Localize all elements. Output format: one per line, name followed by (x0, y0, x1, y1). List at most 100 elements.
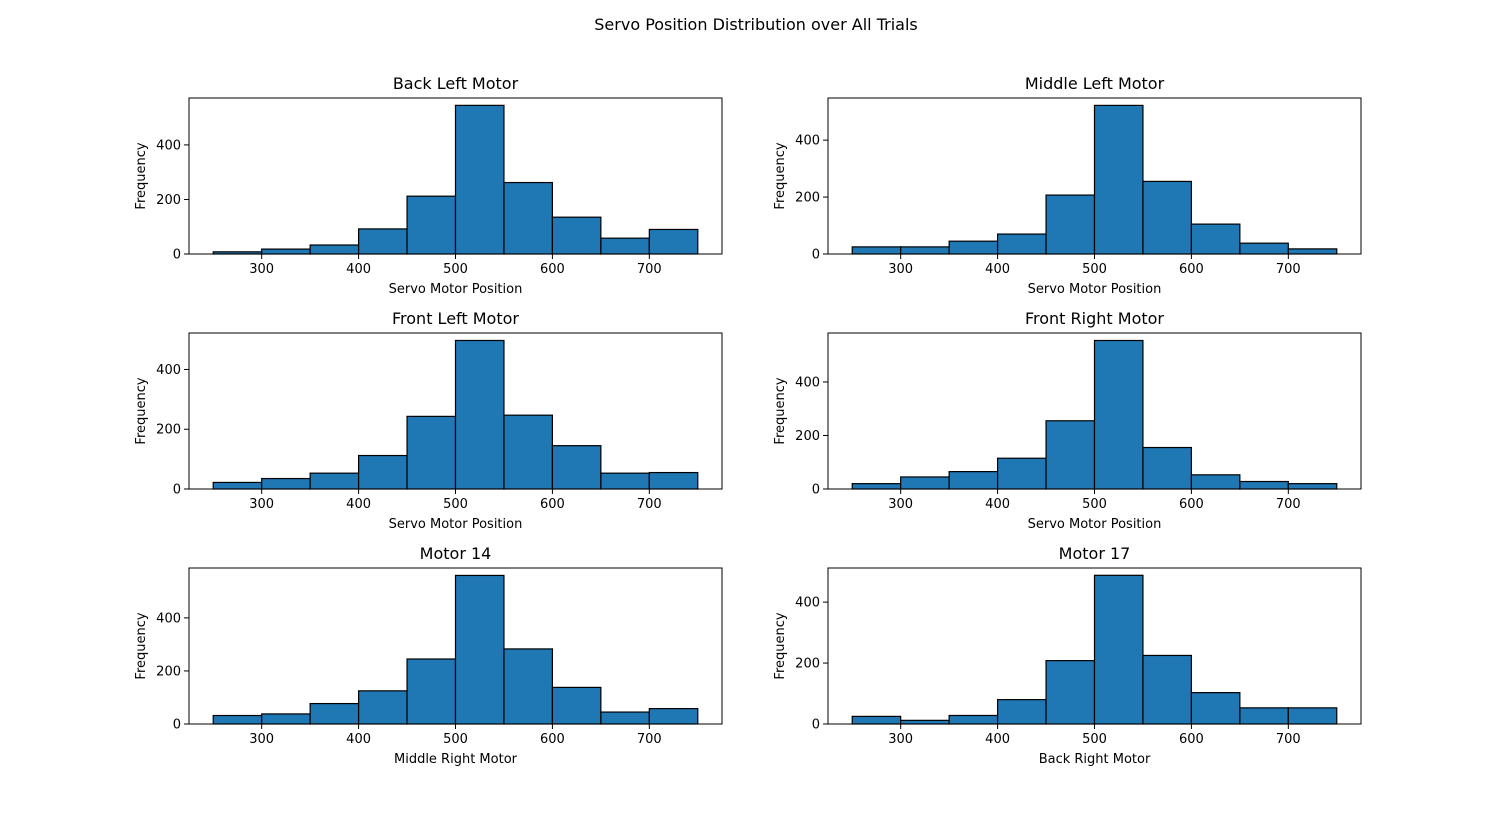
histogram-bar (851, 483, 902, 490)
x-axis-label: Servo Motor Position (389, 517, 523, 532)
x-tick-label: 400 (985, 497, 1010, 512)
histogram-bar (900, 246, 950, 255)
x-tick-label: 600 (1179, 262, 1204, 277)
histogram-bar (1045, 194, 1096, 255)
histogram-bar (648, 228, 699, 255)
subplot-title: Motor 14 (420, 544, 492, 563)
histogram-panel: 300 400 500 600 700 0 200 400 Motor 17 Back Right… (773, 544, 1362, 767)
histogram-bar (948, 471, 999, 490)
y-tick-label: 400 (795, 134, 820, 149)
histogram-bar (261, 477, 311, 490)
histogram-bar (1190, 692, 1241, 725)
histogram-bar (996, 233, 1047, 255)
histogram-bar (551, 686, 602, 725)
histogram-bar (1287, 707, 1338, 725)
y-tick-label: 400 (156, 611, 181, 626)
histogram-bar (406, 415, 457, 490)
x-tick-label: 400 (985, 732, 1010, 747)
histogram-bar (948, 240, 999, 255)
y-tick-label: 200 (795, 191, 820, 206)
histogram-bar (1190, 474, 1241, 490)
histogram-bar (648, 471, 699, 490)
histogram-bar (309, 702, 360, 725)
x-tick-label: 300 (888, 497, 913, 512)
histogram-bar (454, 339, 505, 490)
y-tick-label: 0 (173, 718, 181, 733)
y-tick-label: 200 (156, 193, 181, 208)
y-tick-label: 0 (812, 248, 820, 263)
x-tick-label: 600 (540, 262, 565, 277)
x-tick-label: 400 (985, 262, 1010, 277)
histogram-bar (212, 481, 263, 490)
subplot-title: Motor 17 (1059, 544, 1131, 563)
x-tick-label: 300 (888, 262, 913, 277)
histogram-bar (212, 714, 263, 725)
y-tick-label: 0 (812, 483, 820, 498)
x-tick-label: 300 (249, 497, 274, 512)
histogram-bar (454, 104, 505, 255)
histogram-bar (1045, 420, 1096, 490)
histogram-bar (357, 690, 408, 725)
y-tick-label: 0 (173, 483, 181, 498)
histogram-bar (900, 476, 950, 490)
histogram-bar (1142, 446, 1192, 490)
histogram-bar (1142, 180, 1192, 255)
x-axis-label: Servo Motor Position (1028, 282, 1162, 297)
subplot-title: Back Left Motor (393, 74, 519, 93)
histogram-bar (1239, 480, 1289, 490)
x-tick-label: 400 (346, 497, 371, 512)
x-tick-label: 500 (443, 262, 468, 277)
histogram-bar (600, 711, 650, 725)
histogram-bar (1190, 223, 1241, 255)
x-tick-label: 600 (1179, 497, 1204, 512)
y-axis-label: Frequency (134, 142, 149, 209)
x-tick-label: 500 (1082, 732, 1107, 747)
histogram-bar (503, 181, 554, 255)
y-tick-label: 200 (156, 423, 181, 438)
x-tick-label: 500 (1082, 497, 1107, 512)
histogram-bar (551, 445, 602, 490)
histogram-bar (600, 237, 650, 255)
histogram-bar (600, 472, 650, 490)
x-tick-label: 300 (249, 732, 274, 747)
histogram-bar (1239, 707, 1289, 725)
figure-title: Servo Position Distribution over All Tri… (594, 15, 917, 34)
x-tick-label: 700 (1276, 732, 1301, 747)
histogram-bar (1142, 654, 1192, 725)
subplot-title: Front Left Motor (392, 309, 519, 328)
histogram-bar (900, 719, 950, 725)
y-axis-label: Frequency (773, 377, 788, 444)
histogram-bar (1287, 248, 1338, 255)
x-tick-label: 300 (249, 262, 274, 277)
histogram-bar (851, 246, 902, 255)
histogram-bar (454, 574, 505, 725)
x-tick-label: 500 (443, 497, 468, 512)
x-tick-label: 700 (637, 732, 662, 747)
y-tick-label: 400 (795, 375, 820, 390)
histogram-bar (996, 699, 1047, 725)
histogram-bar (551, 216, 602, 255)
x-tick-label: 400 (346, 262, 371, 277)
histogram-bar (1287, 483, 1338, 490)
histogram-bar (261, 713, 311, 725)
histogram-panel: 300 400 500 600 700 0 200 400 Middle Left Motor S… (773, 74, 1362, 297)
x-axis-label: Servo Motor Position (1028, 517, 1162, 532)
y-tick-label: 200 (795, 429, 820, 444)
histogram-bar (406, 195, 457, 255)
histogram-bar (261, 248, 311, 255)
histogram-bar (406, 658, 457, 725)
x-tick-label: 700 (1276, 497, 1301, 512)
x-tick-label: 600 (540, 497, 565, 512)
histogram-bar (1093, 574, 1144, 725)
histogram-bar (503, 648, 554, 725)
y-tick-label: 200 (156, 664, 181, 679)
y-tick-label: 0 (812, 718, 820, 733)
y-tick-label: 200 (795, 657, 820, 672)
y-tick-label: 400 (795, 596, 820, 611)
histogram-panel: 300 400 500 600 700 0 200 400 Front Right Motor S… (773, 309, 1362, 532)
histogram-bar (851, 715, 902, 725)
histogram-bar (1239, 242, 1289, 255)
histogram-panel: 300 400 500 600 700 0 200 400 Front Left Motor Se… (134, 309, 723, 532)
subplot-title: Front Right Motor (1025, 309, 1164, 328)
